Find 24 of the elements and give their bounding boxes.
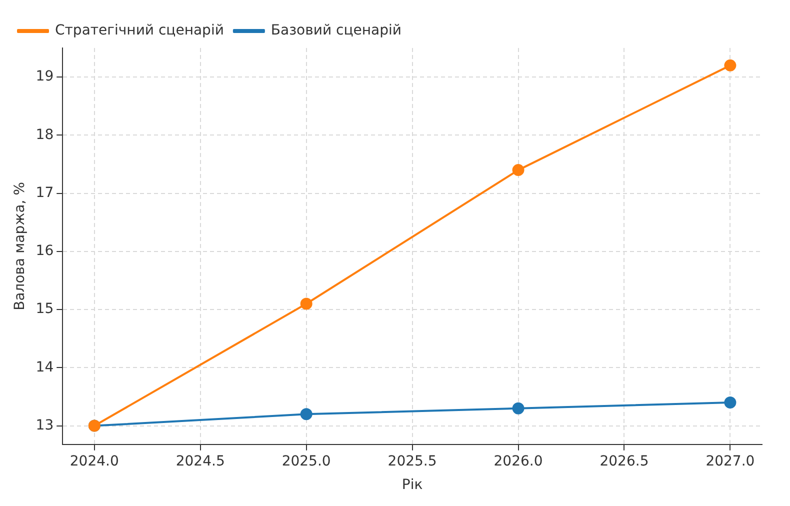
y-tick-label: 19 <box>36 68 54 85</box>
x-tick-label: 2024.5 <box>176 453 225 470</box>
x-tick-label: 2027.0 <box>706 453 755 470</box>
y-tick-label: 16 <box>36 243 54 260</box>
legend-label: Базовий сценарій <box>270 22 402 39</box>
point <box>300 408 312 420</box>
x-axis-title: Рік <box>402 477 423 494</box>
point <box>512 164 524 176</box>
x-tick-label: 2026.5 <box>600 453 649 470</box>
y-tick-label: 18 <box>36 126 54 143</box>
legend-label: Стратегічний сценарій <box>55 22 224 39</box>
point <box>724 396 736 409</box>
x-tick-label: 2025.5 <box>388 453 437 470</box>
point <box>724 59 736 72</box>
y-tick-label: 15 <box>36 301 54 318</box>
y-axis-title: Валова маржа, % <box>12 182 28 310</box>
y-tick-label: 14 <box>36 359 54 376</box>
y-tick-label: 13 <box>36 417 54 434</box>
x-tick-label: 2024.0 <box>70 453 119 470</box>
point <box>512 402 524 414</box>
x-tick-label: 2026.0 <box>494 453 543 470</box>
point <box>300 298 312 310</box>
x-tick-label: 2025.0 <box>282 453 331 470</box>
y-tick-label: 17 <box>36 184 54 201</box>
